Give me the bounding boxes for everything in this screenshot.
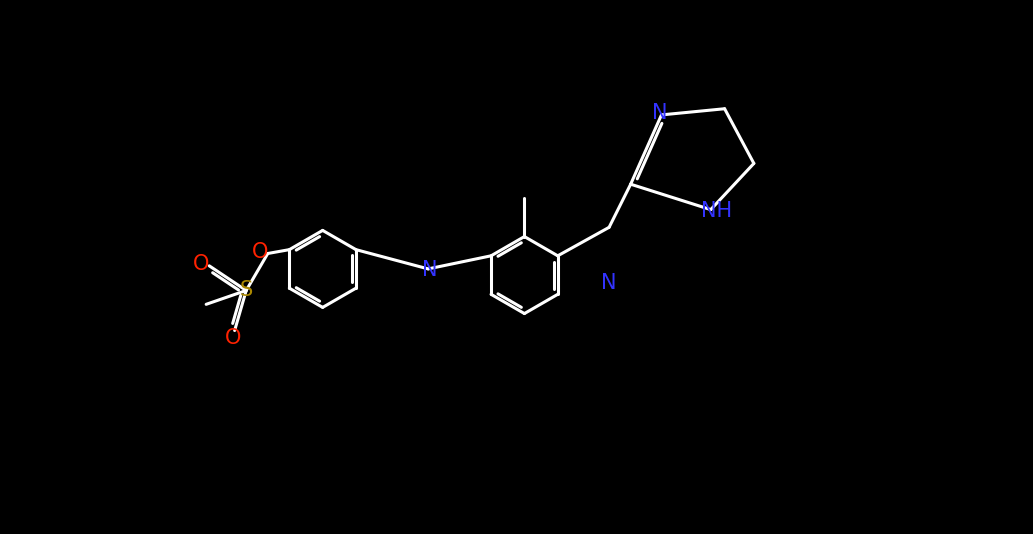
Text: N: N	[421, 261, 437, 280]
Text: S: S	[240, 280, 253, 301]
Text: O: O	[225, 328, 242, 348]
Text: O: O	[193, 254, 210, 274]
Text: O: O	[252, 242, 269, 262]
Text: NH: NH	[701, 201, 732, 221]
Text: N: N	[652, 104, 667, 123]
Text: N: N	[601, 273, 617, 293]
